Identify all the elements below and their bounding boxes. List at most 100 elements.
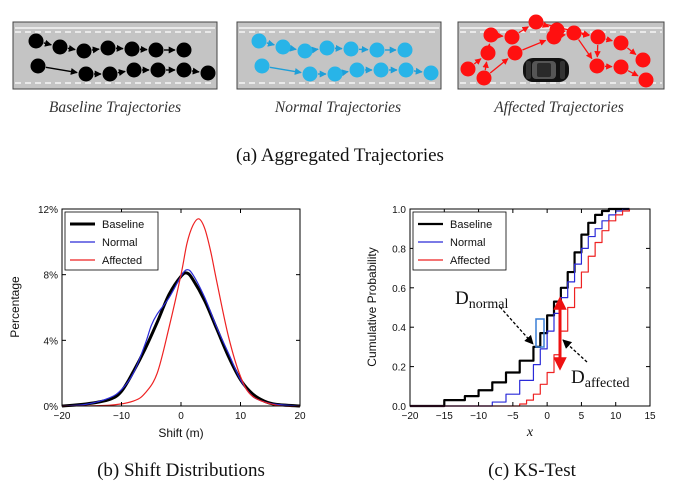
- c-axes-frame: [409, 208, 651, 407]
- panel-a-trajectories: Baseline Trajectories Normal Trajectorie…: [12, 14, 665, 166]
- trajectory-arrow: [341, 69, 349, 77]
- trajectory-point: [52, 39, 68, 55]
- b-xtick-label: −20: [54, 411, 71, 422]
- trajectory-point: [319, 40, 335, 56]
- d-normal-label: Dnormal: [455, 288, 509, 312]
- trajectory-arrow: [605, 36, 613, 43]
- c-series-affected: [410, 209, 631, 407]
- b-xlabel: Shift (m): [158, 426, 203, 440]
- b-ytick-label: 4%: [44, 336, 59, 347]
- caption-b: (b) Shift Distributions: [97, 460, 265, 481]
- c-ytick-label: 1.0: [392, 205, 406, 216]
- trajectory-arrow: [266, 39, 275, 47]
- c-ytick-label: 0.4: [392, 323, 406, 334]
- c-xtick-label: 15: [644, 411, 656, 422]
- trajectory-point: [590, 29, 606, 45]
- trajectory-point: [343, 41, 359, 57]
- road-normal: [236, 21, 442, 90]
- b-legend: Baseline Normal Affected: [64, 211, 159, 271]
- c-ylabel: Cumulative Probability: [365, 247, 379, 366]
- road-label-affected: Affected Trajectories: [493, 99, 624, 116]
- c-xtick-label: 5: [579, 411, 585, 422]
- trajectory-point: [302, 66, 318, 82]
- c-legend-label-affected: Affected: [450, 255, 490, 267]
- b-legend-label-baseline: Baseline: [102, 219, 144, 231]
- c-legend-label-baseline: Baseline: [450, 219, 492, 231]
- trajectory-point: [297, 43, 313, 59]
- trajectory-point: [349, 62, 365, 78]
- trajectory-point: [176, 42, 192, 58]
- trajectory-point: [483, 27, 499, 43]
- trajectory-point: [397, 42, 413, 58]
- d-affected-pointer: [562, 339, 588, 363]
- trajectory-point: [275, 39, 291, 55]
- trajectory-arrow: [45, 66, 78, 75]
- trajectory-arrow: [473, 58, 482, 65]
- c-xtick-label: −20: [402, 411, 419, 422]
- trajectory-point: [254, 58, 270, 74]
- trajectory-arrow: [117, 69, 126, 76]
- trajectory-point: [507, 45, 523, 61]
- trajectory-point: [200, 65, 216, 81]
- trajectory-point: [460, 61, 476, 77]
- b-series-affected: [61, 218, 301, 407]
- trajectory-point: [126, 62, 142, 78]
- trajectory-arrow: [191, 67, 200, 75]
- d-affected-label: Daffected: [571, 367, 630, 391]
- trajectory-point: [476, 70, 492, 86]
- trajectory-point: [176, 62, 192, 78]
- c-series-baseline: [410, 207, 630, 408]
- c-xtick-label: 0: [544, 411, 550, 422]
- c-xtick-label: 10: [610, 411, 622, 422]
- car-icon: [523, 58, 569, 82]
- b-legend-label-normal: Normal: [102, 237, 137, 249]
- c-legend-label-normal: Normal: [450, 237, 485, 249]
- panel-c-ks-test: −20 −15 −10 −5 0 5 10 15 0.0 0.2 0.4 0.6 0.8 1.0 x Cu…: [365, 205, 656, 481]
- trajectory-point: [78, 66, 94, 82]
- c-xtick-label: −5: [507, 411, 519, 422]
- trajectory-point: [589, 58, 605, 74]
- c-curves: [410, 207, 631, 408]
- trajectory-arrow: [43, 39, 52, 47]
- c-ytick-label: 0.6: [392, 284, 406, 295]
- b-curves: [61, 218, 301, 408]
- trajectory-point: [546, 29, 562, 45]
- trajectory-arrow: [269, 66, 302, 75]
- trajectory-point: [398, 62, 414, 78]
- trajectory-arrow: [558, 32, 566, 40]
- c-xtick-label: −15: [436, 411, 453, 422]
- b-xtick-label: −10: [113, 411, 130, 422]
- caption-c: (c) KS-Test: [488, 460, 577, 481]
- road-baseline: [12, 21, 218, 90]
- trajectory-point: [100, 40, 116, 56]
- trajectory-point: [327, 66, 343, 82]
- trajectory-arrow: [522, 39, 547, 51]
- d-normal-pointer: [499, 306, 534, 345]
- trajectory-point: [369, 42, 385, 58]
- trajectory-point: [566, 25, 582, 41]
- trajectory-point: [76, 43, 92, 59]
- trajectory-arrow: [518, 26, 529, 34]
- b-xtick-label: 0: [178, 411, 184, 422]
- c-xlabel: x: [526, 425, 534, 440]
- b-ytick-label: 12%: [38, 205, 58, 216]
- trajectory-arrow: [626, 47, 637, 56]
- c-xtick-label: −10: [470, 411, 487, 422]
- b-ytick-label: 0%: [44, 402, 59, 413]
- road-label-baseline: Baseline Trajectories: [49, 99, 181, 116]
- trajectory-arrow: [489, 58, 509, 74]
- d-normal-highlight: [535, 318, 545, 348]
- trajectory-arrow: [311, 46, 319, 54]
- b-ytick-label: 8%: [44, 271, 59, 282]
- trajectory-point: [528, 14, 544, 30]
- trajectory-point: [423, 65, 439, 81]
- trajectory-arrow: [482, 61, 489, 71]
- b-legend-label-affected: Affected: [102, 255, 142, 267]
- trajectory-arrow: [541, 21, 550, 28]
- trajectory-arrow: [413, 67, 423, 75]
- trajectory-arrow: [67, 45, 76, 52]
- trajectory-point: [28, 33, 44, 49]
- caption-a: (a) Aggregated Trajectories: [236, 145, 444, 166]
- trajectory-point: [373, 62, 389, 78]
